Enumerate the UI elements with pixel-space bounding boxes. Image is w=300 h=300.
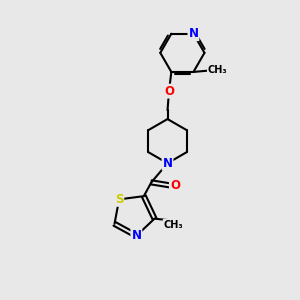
- Text: CH₃: CH₃: [164, 220, 183, 230]
- Text: CH₃: CH₃: [208, 65, 227, 76]
- Text: N: N: [188, 27, 198, 40]
- Text: O: O: [164, 85, 174, 98]
- Text: N: N: [163, 157, 172, 170]
- Text: N: N: [131, 229, 141, 242]
- Text: S: S: [115, 193, 123, 206]
- Text: O: O: [170, 179, 180, 192]
